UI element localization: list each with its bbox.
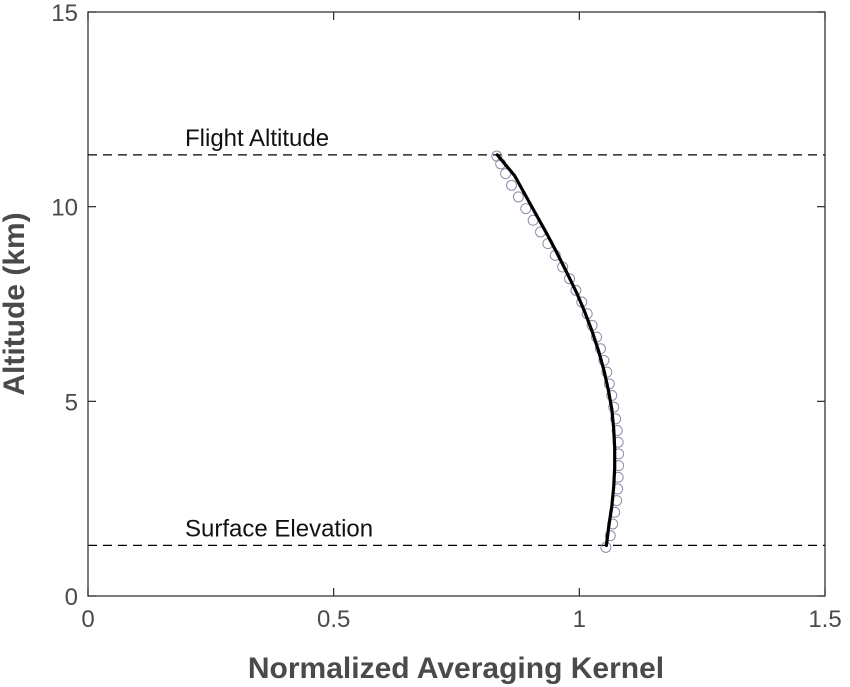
x-tick-labels: 0 0.5 1 1.5 — [81, 606, 841, 633]
data-point — [608, 401, 620, 413]
data-point — [564, 273, 576, 285]
x-tick-label: 1 — [573, 606, 586, 633]
data-point — [520, 203, 532, 215]
data-point — [610, 413, 622, 425]
x-tick-label: 1.5 — [808, 606, 841, 633]
y-tick-label: 10 — [51, 195, 78, 222]
reference-line-label: Flight Altitude — [185, 125, 329, 152]
tick-marks — [87, 11, 826, 597]
x-tick-label: 0.5 — [317, 606, 350, 633]
series-line — [495, 153, 617, 548]
plot-area — [87, 11, 826, 597]
y-tick-labels: 0 5 10 15 — [51, 0, 78, 611]
data-point — [611, 425, 623, 437]
y-tick-label: 5 — [65, 389, 78, 416]
x-tick-label: 0 — [81, 606, 94, 633]
data-point — [506, 179, 518, 191]
y-axis-title: Altitude (km) — [0, 212, 31, 395]
data-point — [491, 150, 503, 162]
reference-line-label: Surface Elevation — [185, 515, 373, 542]
line-series — [495, 153, 617, 548]
x-axis-title: Normalized Averaging Kernel — [248, 652, 664, 685]
reference-lines: Flight Altitude Surface Elevation — [88, 125, 825, 547]
data-point — [604, 530, 616, 542]
data-point — [500, 168, 512, 180]
y-tick-label: 15 — [51, 0, 78, 27]
y-tick-label: 0 — [65, 584, 78, 611]
data-point — [570, 284, 582, 296]
data-point — [512, 191, 524, 203]
